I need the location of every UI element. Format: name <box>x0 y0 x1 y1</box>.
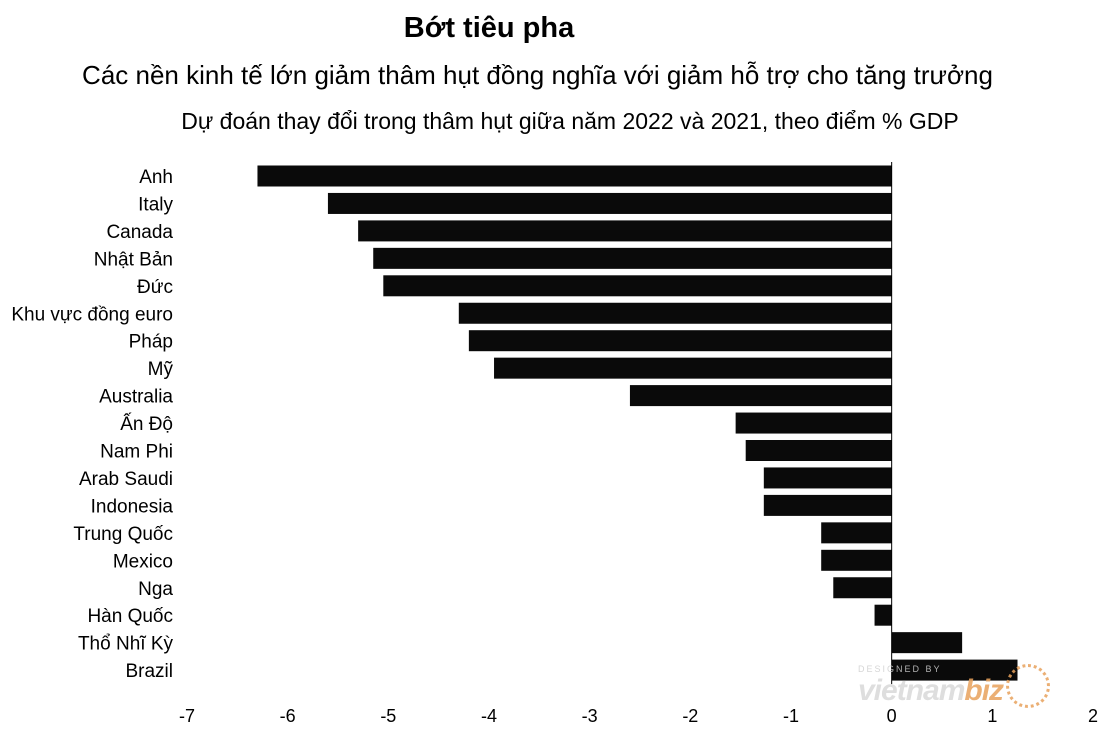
category-label: Anh <box>139 167 173 188</box>
x-tick-label: 2 <box>1088 706 1098 726</box>
x-tick-label: 0 <box>887 706 897 726</box>
x-tick-label: -2 <box>682 706 698 726</box>
bar-9 <box>735 412 892 434</box>
category-label: Mexico <box>113 551 173 572</box>
watermark-logo-icon <box>1006 664 1050 708</box>
bar-15 <box>833 577 892 599</box>
watermark-brand-a: vietnam <box>858 674 965 707</box>
chart-subtitle: Các nền kinh tế lớn giảm thâm hụt đồng n… <box>82 60 993 90</box>
category-label: Khu vực đồng euro <box>11 304 173 325</box>
x-tick-label: -1 <box>783 706 799 726</box>
bar-13 <box>821 522 892 544</box>
bar-0 <box>257 165 892 187</box>
category-label: Trung Quốc <box>73 524 173 545</box>
category-label: Nga <box>138 579 173 600</box>
bar-16 <box>874 604 892 626</box>
category-label: Nhật Bản <box>94 249 173 270</box>
category-label: Ấn Độ <box>120 413 173 435</box>
bar-6 <box>468 330 892 352</box>
bar-17 <box>891 632 963 654</box>
x-tick-label: -7 <box>179 706 195 726</box>
bar-5 <box>458 302 892 324</box>
category-label: Australia <box>99 387 173 408</box>
category-label: Italy <box>138 194 173 215</box>
watermark-brand: vietnambiz <box>858 674 1004 708</box>
bar-18 <box>891 659 1018 681</box>
chart-caption: Dự đoán thay đổi trong thâm hụt giữa năm… <box>181 108 959 134</box>
category-label: Arab Saudi <box>79 469 173 490</box>
watermark-brand-b: biz <box>964 674 1004 707</box>
bar-10 <box>745 440 892 461</box>
bar-3 <box>373 247 892 269</box>
category-label: Hàn Quốc <box>87 606 173 627</box>
bar-2 <box>358 220 892 242</box>
x-tick-label: 1 <box>987 706 997 726</box>
category-label: Thổ Nhĩ Kỳ <box>78 634 174 655</box>
category-label: Nam Phi <box>100 442 173 463</box>
category-label: Brazil <box>125 661 173 682</box>
x-tick-label: -3 <box>582 706 598 726</box>
category-label: Indonesia <box>91 496 174 517</box>
x-tick-label: -4 <box>481 706 497 726</box>
category-label: Canada <box>106 222 173 243</box>
x-tick-label: -6 <box>280 706 296 726</box>
category-label: Pháp <box>129 332 173 353</box>
bar-11 <box>763 467 892 489</box>
bar-1 <box>327 192 892 214</box>
watermark-designed-by: DESIGNED BY <box>858 664 942 674</box>
category-label: Đức <box>137 277 173 298</box>
bar-8 <box>629 385 892 407</box>
bar-4 <box>383 275 892 297</box>
vietnambiz-watermark: DESIGNED BY vietnambiz <box>858 662 1058 712</box>
bar-12 <box>763 494 892 516</box>
chart-title: Bớt tiêu pha <box>403 12 575 44</box>
x-tick-label: -5 <box>380 706 396 726</box>
category-label: Mỹ <box>148 359 174 380</box>
bar-14 <box>821 549 892 571</box>
bar-7 <box>494 357 892 379</box>
